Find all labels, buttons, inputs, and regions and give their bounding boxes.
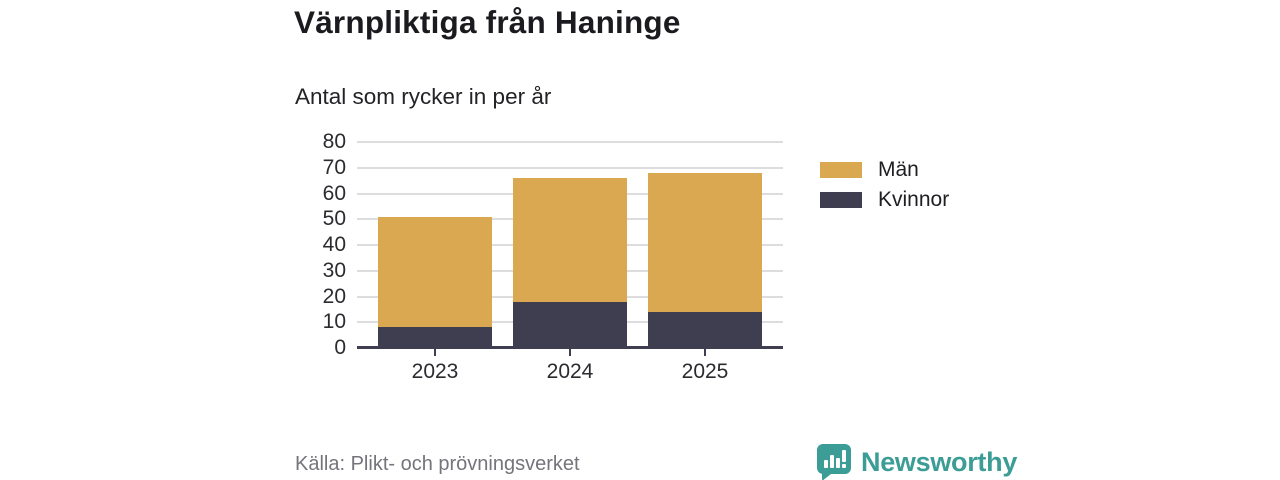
gridline-70 [357,166,783,169]
y-tick-label-30: 30 [322,258,346,282]
x-axis-tick-2023 [434,349,436,356]
x-tick-label-2024: 2024 [546,360,594,383]
x-axis-tick-2024 [569,349,571,356]
bar-glyph-3 [836,458,840,468]
chart-title: Värnpliktiga från Haninge [294,4,681,40]
bar-segment-män-2024 [513,178,627,302]
bar-segment-kvinnor-2025 [648,311,762,348]
y-tick-label-70: 70 [322,155,346,179]
newsworthy-icon [816,444,851,480]
legend-swatch-man [820,162,862,178]
legend-label-man: Män [878,158,919,181]
y-tick-label-80: 80 [322,130,346,153]
newsworthy-wordmark: Newsworthy [861,446,1018,477]
y-tick-label-10: 10 [322,310,346,334]
legend-swatch-kvinnor [820,192,862,208]
gridline-80 [357,141,783,143]
y-tick-label-20: 20 [322,284,346,308]
legend-label-kvinnor: Kvinnor [878,188,950,211]
y-tick-label-0: 0 [334,336,346,359]
bar-glyph-2 [830,455,834,468]
legend: Män Kvinnor [820,158,950,222]
exclamation-line [842,450,846,462]
legend-item-man: Män [820,158,949,181]
y-tick-label-60: 60 [322,181,346,205]
bar-segment-män-2023 [378,216,492,328]
y-tick-label-50: 50 [322,207,346,231]
legend-item-kvinnor: Kvinnor [820,188,950,211]
x-tick-label-2023: 2023 [411,360,459,383]
x-axis-line [357,346,783,349]
bar-segment-kvinnor-2023 [378,327,492,348]
source-note: Källa: Plikt- och prövningsverket [295,453,580,475]
newsworthy-logo: Newsworthy [816,443,1017,480]
chart-subtitle: Antal som rycker in per år [295,84,552,109]
bar-segment-kvinnor-2024 [513,301,627,348]
bar-glyph-1 [824,460,828,468]
x-tick-label-2025: 2025 [681,360,729,383]
y-tick-label-40: 40 [322,233,346,256]
x-axis-tick-2025 [704,349,706,356]
bar-segment-män-2025 [648,172,762,312]
exclamation-dot [842,464,846,468]
